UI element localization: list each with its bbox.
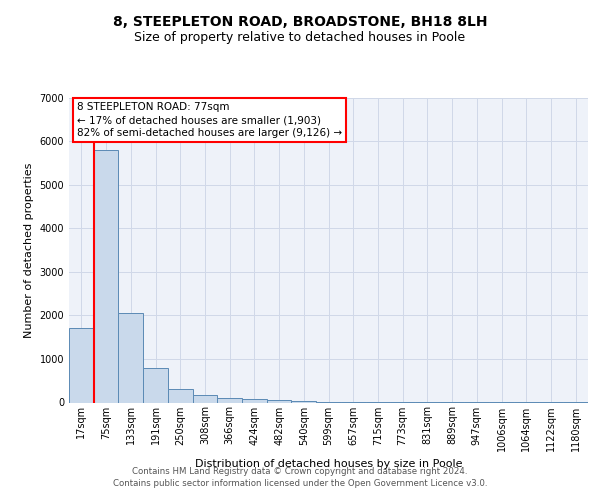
- Text: Contains HM Land Registry data © Crown copyright and database right 2024.: Contains HM Land Registry data © Crown c…: [132, 466, 468, 475]
- Text: 8 STEEPLETON ROAD: 77sqm
← 17% of detached houses are smaller (1,903)
82% of sem: 8 STEEPLETON ROAD: 77sqm ← 17% of detach…: [77, 102, 342, 139]
- Bar: [217, 398, 242, 402]
- Text: Contains public sector information licensed under the Open Government Licence v3: Contains public sector information licen…: [113, 480, 487, 488]
- Text: 8, STEEPLETON ROAD, BROADSTONE, BH18 8LH: 8, STEEPLETON ROAD, BROADSTONE, BH18 8LH: [113, 16, 487, 30]
- Text: Size of property relative to detached houses in Poole: Size of property relative to detached ho…: [134, 31, 466, 44]
- Bar: [94, 150, 118, 403]
- Bar: [193, 395, 217, 402]
- Bar: [267, 400, 292, 402]
- Y-axis label: Number of detached properties: Number of detached properties: [24, 162, 34, 338]
- Bar: [69, 328, 94, 402]
- X-axis label: Distribution of detached houses by size in Poole: Distribution of detached houses by size …: [195, 459, 462, 469]
- Bar: [118, 313, 143, 402]
- Bar: [168, 388, 193, 402]
- Bar: [242, 400, 267, 402]
- Bar: [143, 368, 168, 402]
- Bar: [292, 401, 316, 402]
